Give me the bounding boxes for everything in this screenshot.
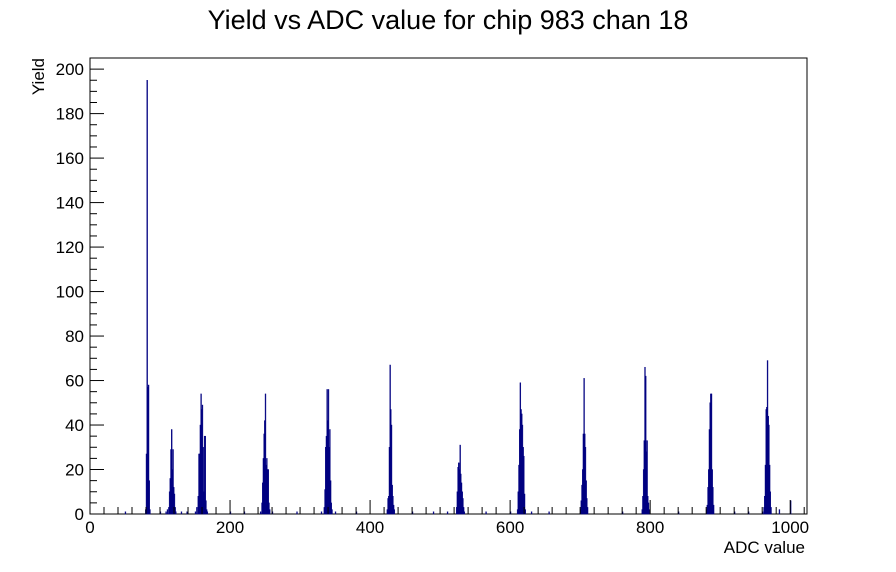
y-tick-label: 60 xyxy=(65,372,84,391)
x-tick-label: 800 xyxy=(636,518,664,537)
histogram-bin xyxy=(331,509,333,515)
histogram-bin xyxy=(648,509,650,515)
histogram-bin xyxy=(530,511,533,515)
histogram-bin xyxy=(334,511,337,515)
histogram-bin xyxy=(329,480,332,515)
histogram-bin xyxy=(320,511,323,515)
histogram-bin xyxy=(204,435,206,515)
y-tick-label: 0 xyxy=(75,505,84,524)
histogram-bin xyxy=(196,507,198,515)
y-tick-label: 80 xyxy=(65,327,84,346)
y-tick-label: 140 xyxy=(56,194,84,213)
histogram-bin xyxy=(268,502,270,515)
histogram-bin xyxy=(585,480,587,515)
histogram-bin xyxy=(770,507,772,515)
histogram-bin xyxy=(485,511,487,515)
histogram-bin xyxy=(205,500,207,515)
histogram-bin xyxy=(330,502,332,515)
histogram-bin xyxy=(148,480,150,515)
histogram-bin xyxy=(206,511,209,515)
histogram-bin xyxy=(165,511,167,515)
histogram-bin xyxy=(768,464,771,515)
histogram-bin xyxy=(647,502,650,515)
x-tick-label: 0 xyxy=(85,518,94,537)
x-tick-label: 200 xyxy=(216,518,244,537)
histogram-bin xyxy=(524,509,526,515)
histogram-bin xyxy=(186,511,188,515)
y-tick-label: 40 xyxy=(65,416,84,435)
histogram-bin xyxy=(149,509,151,515)
histogram-bin xyxy=(166,509,169,515)
y-tick-label: 200 xyxy=(56,60,84,79)
y-tick-label: 20 xyxy=(65,461,84,480)
y-axis-label: Yield xyxy=(29,58,48,95)
histogram-bin xyxy=(390,424,393,515)
histogram-bin xyxy=(172,449,174,515)
y-axis: 0 20 40 60 80 100 120 140 160 180 200 xyxy=(56,57,104,524)
x-axis: 0 200 400 600 800 1000 xyxy=(85,500,809,537)
y-tick-label: 160 xyxy=(56,149,84,168)
histogram-bin xyxy=(124,511,127,515)
y-tick-label: 100 xyxy=(56,283,84,302)
histogram-bin xyxy=(463,511,465,515)
histogram-bin xyxy=(202,447,204,515)
histogram-bin xyxy=(432,511,435,515)
histogram-bin xyxy=(264,393,267,515)
histogram-bin xyxy=(174,507,176,515)
histogram-bin xyxy=(393,509,395,515)
histogram-bin xyxy=(645,375,647,515)
chart-title: Yield vs ADC value for chip 983 chan 18 xyxy=(208,5,689,35)
histogram-bin xyxy=(462,498,464,515)
histogram-bin xyxy=(175,511,177,515)
plot-frame xyxy=(89,57,808,515)
histogram-bin xyxy=(586,498,588,515)
histogram-bin xyxy=(778,509,781,515)
histogram-bin xyxy=(194,511,197,515)
x-tick-label: 1000 xyxy=(771,518,809,537)
histogram-bin xyxy=(329,429,331,515)
x-tick-label: 400 xyxy=(356,518,384,537)
histogram-bin xyxy=(147,384,150,515)
histogram-bin xyxy=(180,511,183,515)
x-tick-label: 600 xyxy=(496,518,524,537)
x-axis-label: ADC value xyxy=(724,538,805,557)
histogram-bin xyxy=(712,504,715,515)
histogram-series xyxy=(124,80,792,515)
y-tick-label: 120 xyxy=(56,238,84,257)
histogram-bin xyxy=(769,491,771,515)
histogram-bin xyxy=(710,393,713,515)
histogram-bin xyxy=(548,511,550,515)
histogram-bin xyxy=(463,507,465,515)
histogram-bin xyxy=(267,469,269,515)
histogram-bin xyxy=(259,511,262,515)
histogram-bin xyxy=(446,511,449,515)
histogram-bin xyxy=(586,507,589,515)
histogram-bin xyxy=(296,511,298,515)
histogram-bin xyxy=(712,487,714,515)
histogram-bin xyxy=(269,509,271,515)
y-tick-label: 180 xyxy=(56,105,84,124)
histogram-bin xyxy=(646,440,648,515)
histogram-bin xyxy=(146,80,148,515)
